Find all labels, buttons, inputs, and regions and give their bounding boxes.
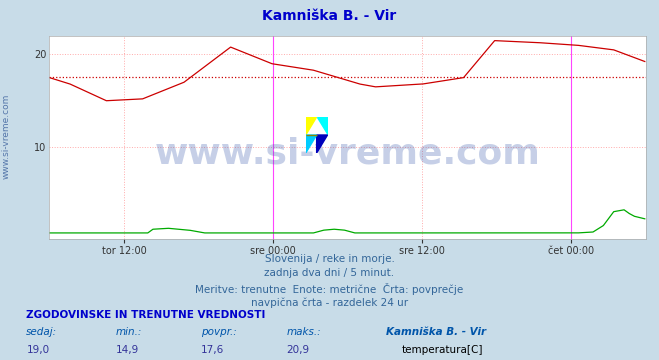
Text: navpična črta - razdelek 24 ur: navpična črta - razdelek 24 ur xyxy=(251,297,408,307)
Polygon shape xyxy=(306,135,316,153)
Text: Slovenija / reke in morje.: Slovenija / reke in morje. xyxy=(264,254,395,264)
Text: temperatura[C]: temperatura[C] xyxy=(402,345,484,355)
Text: min.:: min.: xyxy=(115,327,142,337)
Text: 19,0: 19,0 xyxy=(26,345,49,355)
Text: www.si-vreme.com: www.si-vreme.com xyxy=(155,137,540,171)
Text: Kamniška B. - Vir: Kamniška B. - Vir xyxy=(262,9,397,23)
Text: 17,6: 17,6 xyxy=(201,345,224,355)
Text: Meritve: trenutne  Enote: metrične  Črta: povprečje: Meritve: trenutne Enote: metrične Črta: … xyxy=(195,283,464,294)
Polygon shape xyxy=(316,135,328,153)
Polygon shape xyxy=(316,117,328,135)
Text: maks.:: maks.: xyxy=(287,327,322,337)
Text: sedaj:: sedaj: xyxy=(26,327,57,337)
Text: Kamniška B. - Vir: Kamniška B. - Vir xyxy=(386,327,486,337)
Text: 20,9: 20,9 xyxy=(287,345,310,355)
Text: povpr.:: povpr.: xyxy=(201,327,237,337)
Text: www.si-vreme.com: www.si-vreme.com xyxy=(2,94,11,180)
Text: ZGODOVINSKE IN TRENUTNE VREDNOSTI: ZGODOVINSKE IN TRENUTNE VREDNOSTI xyxy=(26,310,266,320)
Text: 14,9: 14,9 xyxy=(115,345,138,355)
Polygon shape xyxy=(306,117,316,135)
Text: zadnja dva dni / 5 minut.: zadnja dva dni / 5 minut. xyxy=(264,268,395,278)
